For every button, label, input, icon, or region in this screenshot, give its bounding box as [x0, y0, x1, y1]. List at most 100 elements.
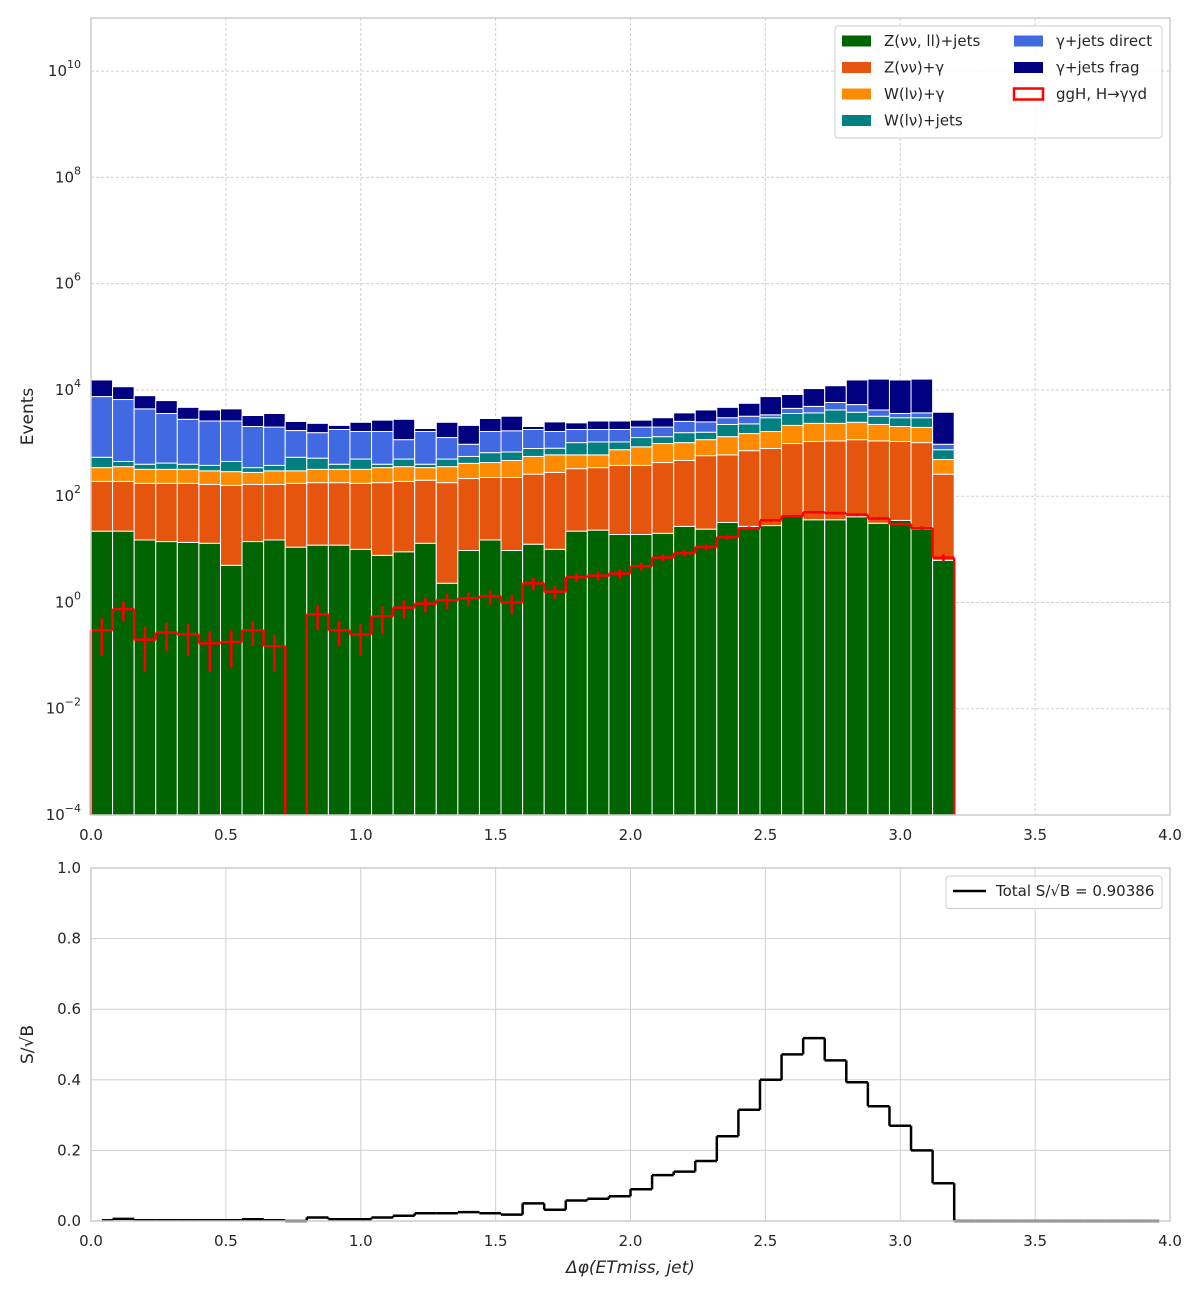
bar-segment — [219, 484, 243, 566]
legend-label: W(lν)+γ — [884, 85, 945, 103]
bar-segment — [694, 455, 718, 530]
bar-segment — [522, 426, 545, 431]
y-tick-label: 10−2 — [46, 695, 81, 718]
bar-segment — [694, 409, 718, 423]
bar-segment — [349, 482, 373, 550]
bar-segment — [414, 427, 437, 433]
bar-segment — [457, 424, 480, 445]
bar-segment — [543, 471, 567, 550]
bar-segment — [133, 395, 157, 410]
bar-segment — [327, 544, 351, 816]
bar-segment — [824, 409, 847, 424]
bar-segment — [845, 404, 869, 413]
x-tick-label: 0.0 — [79, 826, 103, 844]
bar-segment — [457, 443, 480, 457]
axes-frame — [90, 867, 1171, 1222]
y-tick-label: 1010 — [48, 58, 81, 81]
bar-segment — [241, 484, 265, 543]
bar-segment — [219, 564, 243, 816]
bar-segment — [371, 431, 394, 465]
bar-segment — [155, 413, 178, 464]
bar-segment — [112, 399, 135, 462]
bar-segment — [781, 424, 804, 445]
bar-segment — [284, 546, 308, 816]
y-axis-label: S/√B — [18, 1025, 38, 1064]
bar-segment — [673, 459, 696, 527]
bar-segment — [565, 468, 588, 532]
y-tick-label: 10−4 — [46, 802, 81, 825]
bar-segment — [824, 402, 847, 411]
bar-segment — [500, 430, 524, 453]
bar-segment — [349, 548, 373, 816]
bar-segment — [651, 532, 675, 816]
tick-base: 10 — [46, 806, 65, 824]
bar-segment — [651, 417, 675, 428]
bar-segment — [673, 432, 696, 444]
bar-segment — [932, 473, 955, 561]
y-tick-label: 100 — [55, 589, 81, 612]
legend-patch — [842, 88, 871, 100]
bar-segment — [327, 463, 351, 470]
bar-segment — [133, 463, 157, 470]
bar-segment — [263, 426, 286, 466]
bar-segment — [155, 541, 178, 816]
bar-segment — [176, 541, 200, 816]
bar-segment — [327, 468, 351, 484]
tick-base: 10 — [55, 487, 74, 505]
bar-segment — [176, 463, 200, 470]
bar-segment — [932, 449, 955, 461]
bar-segment — [176, 406, 200, 420]
bar-segment — [155, 482, 178, 543]
bar-segment — [608, 449, 631, 466]
bar-segment — [522, 448, 545, 457]
bar-segment — [802, 519, 826, 816]
bar-segment — [392, 439, 416, 460]
bar-segment — [176, 482, 200, 543]
bar-segment — [327, 429, 351, 465]
bar-segment — [716, 521, 739, 816]
tick-base: 10 — [55, 168, 74, 186]
bar-segment — [716, 406, 739, 419]
bar-segment — [414, 463, 437, 469]
bar-segment — [802, 412, 826, 424]
bar-segment — [802, 388, 826, 407]
bar-segment — [867, 522, 890, 816]
bar-segment — [241, 415, 265, 428]
bar-segment — [673, 442, 696, 461]
bar-segment — [198, 464, 221, 472]
x-tick-label: 2.0 — [619, 826, 643, 844]
tick-exponent: −4 — [65, 802, 81, 815]
bar-segment — [90, 530, 114, 816]
bar-segment — [543, 421, 567, 433]
bar-segment — [371, 419, 394, 433]
bar-segment — [414, 467, 437, 481]
bar-segment — [90, 379, 114, 398]
bar-segment — [219, 471, 243, 486]
bar-segment — [478, 431, 502, 454]
tick-exponent: 0 — [74, 589, 81, 602]
bar-segment — [306, 544, 329, 816]
x-tick-label: 2.5 — [753, 826, 777, 844]
bar-segment — [500, 550, 524, 816]
y-tick-label: 106 — [55, 270, 81, 293]
bar-segment — [284, 430, 308, 458]
bar-segment — [845, 411, 869, 423]
x-tick-label: 4.0 — [1158, 1232, 1182, 1250]
bar-segment — [802, 441, 826, 521]
x-tick-label: 4.0 — [1158, 826, 1182, 844]
bar-segment — [392, 551, 416, 816]
y-axis-label: Events — [18, 388, 38, 446]
x-tick-label: 0.0 — [79, 1232, 103, 1250]
bar-segment — [586, 429, 610, 443]
bar-segment — [543, 431, 567, 449]
bar-segment — [673, 412, 696, 422]
bar-segment — [392, 466, 416, 482]
bar-segment — [349, 421, 373, 433]
bar-segment — [155, 468, 178, 484]
bar-segment — [435, 458, 459, 468]
legend-patch — [842, 62, 871, 73]
bar-segment — [90, 467, 114, 482]
y-tick-label: 104 — [55, 376, 81, 399]
bar-segment — [478, 539, 502, 816]
bar-segment — [888, 417, 912, 428]
